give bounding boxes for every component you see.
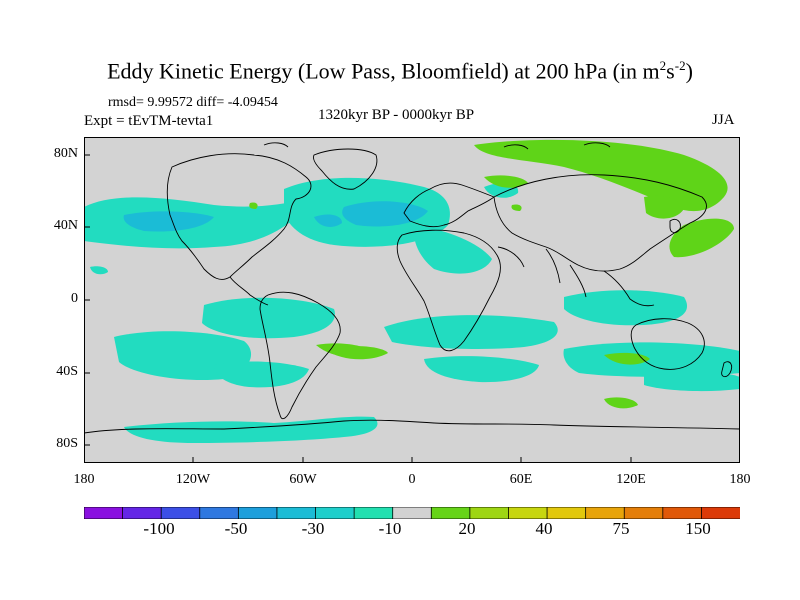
y-label-80s: 80S [56, 436, 78, 451]
x-label-120e: 120E [616, 472, 646, 487]
colorbar-label-neg10: -10 [378, 519, 402, 538]
y-label-0: 0 [71, 291, 78, 306]
australia-coast [630, 318, 705, 370]
experiment-label: Expt = tEvTM-tevta1 [84, 113, 214, 129]
pacific-core [123, 211, 214, 232]
period-label: 1320kyr BP - 0000kyr BP [318, 107, 475, 123]
north-pacific-east-patch [669, 218, 734, 258]
title-exponent-1: 2 [659, 58, 667, 73]
central-america-coast [229, 276, 269, 306]
x-label-60w: 60W [289, 472, 317, 487]
colorbar-label-40: 40 [535, 519, 553, 538]
colorbar-swatch-14 [623, 506, 664, 520]
map-svg [83, 137, 741, 463]
x-label-180e: 180 [729, 472, 751, 487]
map-panel [83, 137, 741, 463]
south-atlantic-patch-2 [324, 346, 388, 360]
y-label-80n: 80N [53, 146, 78, 161]
north-atlantic-plume [413, 225, 492, 274]
north-america-coast [166, 153, 312, 280]
title-unit-s: s [666, 58, 675, 84]
colorbar-swatch-12 [546, 506, 587, 520]
colorbar-swatch-8 [392, 506, 433, 520]
arabia-india-coast [497, 246, 587, 298]
colorbar-swatch-1 [122, 506, 163, 520]
colorbar-swatch-13 [585, 506, 626, 520]
arctic-siberia-band [474, 139, 728, 212]
colorbar-swatch-16 [701, 506, 741, 520]
x-label-0: 0 [408, 472, 416, 487]
x-label-120w: 120W [175, 472, 211, 487]
colorbar-label-neg30: -30 [301, 519, 325, 538]
positive-anomaly-regions [249, 139, 734, 409]
atlantic-core-2 [314, 214, 342, 227]
colorbar-label-neg50: -50 [224, 519, 248, 538]
central-asia-patch [484, 175, 528, 188]
southeast-asia-coast [603, 270, 655, 307]
colorbar-label-neg100: -100 [143, 519, 175, 538]
japan-coast [669, 218, 681, 234]
tropical-pacific-patch [90, 266, 108, 275]
south-ocean-band-1 [424, 356, 539, 383]
season-label: JJA [712, 112, 735, 128]
colorbar-swatch-0 [83, 506, 124, 520]
colorbar-swatch-11 [508, 506, 548, 520]
colorbar-swatch-9 [430, 506, 471, 520]
south-pacific-band-1 [202, 297, 335, 339]
colorbar-swatch-15 [662, 506, 703, 520]
colorbar-label-20: 20 [458, 519, 476, 538]
y-label-40n: 40N [53, 218, 78, 233]
south-indian-band [563, 342, 740, 377]
north-atlantic-small-patch [511, 204, 522, 211]
indian-ocean-band [564, 290, 688, 326]
indian-ocean-patch [604, 352, 650, 365]
x-label-180w: 180 [73, 472, 95, 487]
colorbar-label-150: 150 [685, 519, 711, 538]
east-pacific-band [644, 371, 740, 392]
colorbar-svg [83, 506, 741, 520]
atlantic-small-patch [249, 202, 258, 209]
southern-indian-patch [604, 397, 638, 409]
rmsd-stats: rmsd= 9.99572 diff= -4.09454 [108, 95, 278, 110]
south-atlantic-band [384, 315, 558, 350]
title-close: ) [685, 58, 693, 84]
arctic-islands-coast [263, 142, 611, 150]
atlantic-core [342, 201, 428, 227]
colorbar [83, 506, 741, 524]
south-pacific-band-3 [214, 361, 309, 388]
colorbar-swatch-4 [237, 506, 278, 520]
colorbar-swatch-6 [315, 506, 356, 520]
colorbar-label-75: 75 [612, 519, 630, 538]
strong-negative-cores [123, 201, 428, 232]
africa-coast [396, 229, 501, 352]
coastlines [83, 142, 741, 434]
asia-coast [493, 174, 707, 272]
colorbar-swatch-3 [199, 506, 240, 520]
colorbar-swatch-5 [276, 506, 317, 520]
title-exponent-2: -2 [674, 58, 686, 73]
south-america-coast [259, 291, 341, 420]
east-asia-patch [644, 195, 684, 219]
title-text: Eddy Kinetic Energy (Low Pass, Bloomfiel… [107, 58, 660, 84]
map-title: Eddy Kinetic Energy (Low Pass, Bloomfiel… [0, 58, 800, 84]
colorbar-swatch-2 [160, 506, 201, 520]
colorbar-swatch-10 [469, 506, 510, 520]
colorbar-swatch-7 [353, 506, 394, 520]
x-label-60e: 60E [509, 472, 533, 487]
greenland-coast [313, 148, 378, 190]
y-label-40s: 40S [56, 364, 78, 379]
antarctica-coast [83, 419, 741, 434]
new-zealand-coast [721, 361, 733, 378]
